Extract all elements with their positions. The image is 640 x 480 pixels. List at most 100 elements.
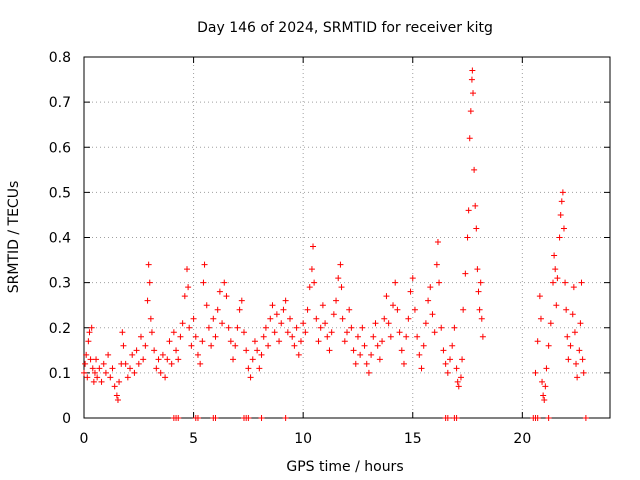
data-point	[311, 279, 318, 286]
data-point	[472, 202, 479, 209]
y-tick-label: 0.1	[49, 366, 71, 382]
y-tick-label: 0.5	[49, 185, 71, 201]
data-point	[251, 338, 258, 345]
data-point	[354, 333, 361, 340]
data-point	[580, 369, 587, 376]
data-point	[471, 166, 478, 173]
data-point	[184, 266, 191, 273]
data-point	[113, 392, 120, 399]
data-point	[109, 365, 116, 372]
data-point	[470, 90, 477, 97]
data-point	[188, 342, 195, 349]
data-point	[328, 329, 335, 336]
data-point	[175, 356, 182, 363]
data-point	[315, 338, 322, 345]
data-point	[144, 297, 151, 304]
data-point	[295, 351, 302, 358]
data-point	[357, 351, 364, 358]
data-point	[87, 356, 94, 363]
data-point	[543, 365, 550, 372]
series-srmtid	[81, 67, 587, 403]
data-point	[462, 270, 469, 277]
data-point	[390, 302, 397, 309]
data-point	[339, 315, 346, 322]
x-tick-label: 20	[513, 431, 531, 447]
data-point	[133, 347, 140, 354]
data-point	[181, 293, 188, 300]
axis-ticks: 0 5 10 15 20 0 0.1 0.2 0.3 0.4 0.5 0.6 0.7 0.8	[49, 50, 610, 447]
data-point	[192, 333, 199, 340]
data-point	[146, 279, 153, 286]
data-point	[221, 279, 228, 286]
data-point	[124, 374, 131, 381]
data-point	[147, 315, 154, 322]
data-point	[442, 360, 449, 367]
data-point	[352, 360, 359, 367]
data-point	[100, 360, 107, 367]
x-tick-label: 5	[189, 431, 198, 447]
data-point	[577, 320, 584, 327]
data-point	[330, 311, 337, 318]
data-point	[564, 333, 571, 340]
y-tick-label: 0	[62, 411, 71, 427]
data-point	[556, 234, 563, 241]
data-point	[545, 342, 552, 349]
data-point	[457, 374, 464, 381]
data-point	[574, 374, 581, 381]
data-point	[460, 306, 467, 313]
data-point	[576, 347, 583, 354]
data-point	[476, 306, 483, 313]
data-point	[418, 365, 425, 372]
data-point	[114, 396, 121, 403]
data-point	[155, 356, 162, 363]
data-point	[140, 356, 147, 363]
data-point	[260, 333, 267, 340]
data-point	[477, 279, 484, 286]
data-point	[131, 369, 138, 376]
zero-point	[258, 415, 265, 421]
data-point	[148, 329, 155, 336]
data-point	[90, 378, 97, 385]
zero-point	[194, 415, 201, 421]
data-point	[571, 329, 578, 336]
data-point	[122, 360, 129, 367]
data-point	[444, 369, 451, 376]
data-point	[560, 225, 567, 232]
data-point	[219, 320, 226, 327]
data-point	[447, 356, 454, 363]
data-point	[240, 329, 247, 336]
data-point	[293, 324, 300, 331]
data-point	[346, 306, 353, 313]
data-point	[394, 306, 401, 313]
data-point	[381, 315, 388, 322]
data-point	[256, 365, 263, 372]
data-point	[567, 342, 574, 349]
data-point	[258, 351, 265, 358]
data-point	[536, 293, 543, 300]
data-point	[82, 360, 89, 367]
data-point	[265, 342, 272, 349]
data-point	[254, 347, 261, 354]
data-point	[370, 333, 377, 340]
data-point	[85, 338, 92, 345]
data-point	[341, 338, 348, 345]
data-point	[411, 306, 418, 313]
data-point	[454, 378, 461, 385]
data-point	[453, 365, 460, 372]
data-point	[422, 320, 429, 327]
data-point	[197, 360, 204, 367]
data-point	[562, 279, 569, 286]
data-point	[210, 315, 217, 322]
data-point	[289, 333, 296, 340]
data-point	[573, 360, 580, 367]
data-point	[425, 297, 432, 304]
data-point	[338, 284, 345, 291]
data-point	[145, 261, 152, 268]
data-point	[94, 374, 101, 381]
data-point	[440, 347, 447, 354]
data-point	[179, 320, 186, 327]
data-point	[203, 302, 210, 309]
data-point	[200, 279, 207, 286]
data-point	[374, 342, 381, 349]
